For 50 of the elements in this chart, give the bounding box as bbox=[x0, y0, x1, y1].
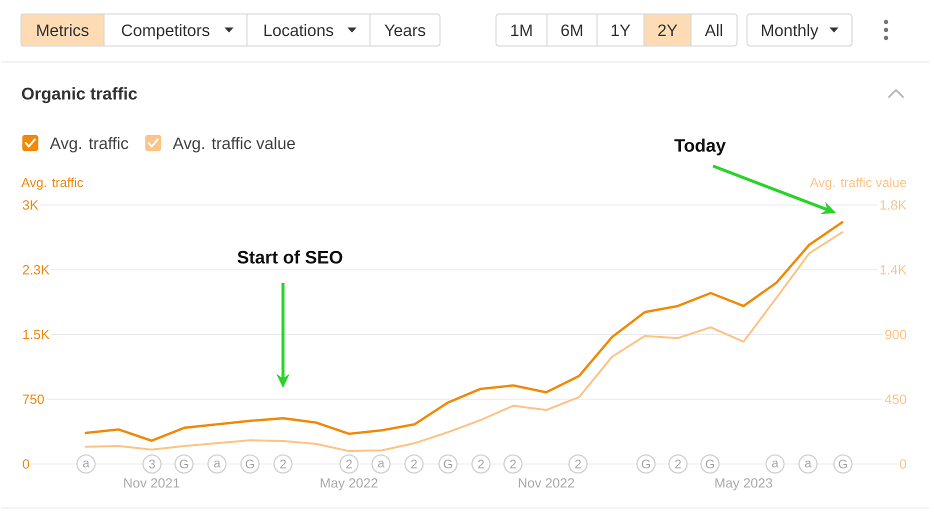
y2-tick-label: 0 bbox=[900, 459, 906, 469]
text: Metrics bbox=[37, 24, 88, 36]
annotation: G bbox=[180, 460, 188, 468]
annotation: G bbox=[642, 460, 650, 468]
x-tick-label: May 2023 bbox=[715, 478, 772, 490]
annotation: G bbox=[838, 460, 847, 468]
annotation: G bbox=[706, 460, 714, 468]
annotation: a bbox=[805, 460, 812, 468]
y-tick-label: 750 bbox=[22, 394, 44, 404]
annotation: 2 bbox=[675, 460, 681, 468]
annotation: a bbox=[378, 460, 384, 468]
annotation: 2 bbox=[575, 460, 581, 468]
annotation: a bbox=[83, 460, 90, 468]
y-tick-label: 2.3K bbox=[22, 265, 50, 274]
x-tick-label: Nov 2021 bbox=[124, 478, 180, 488]
text: 1Y bbox=[612, 24, 630, 36]
y2-tick-label: 900 bbox=[885, 330, 906, 340]
y-tick-label: 3K bbox=[22, 200, 38, 210]
y-tick-label: 1.5K bbox=[23, 330, 50, 340]
text: Locations bbox=[264, 24, 334, 36]
text: Competitors bbox=[122, 24, 210, 40]
annotation: 2 bbox=[510, 460, 516, 468]
text: Monthly bbox=[762, 24, 818, 40]
y2-tick-label: 1.8K bbox=[880, 200, 907, 210]
x-tick-label: Nov 2022 bbox=[518, 478, 574, 488]
legend-label: Avg. traffic value bbox=[172, 137, 295, 152]
text: All bbox=[704, 24, 722, 36]
text: 1M bbox=[511, 24, 532, 36]
annotation: 2 bbox=[346, 460, 352, 468]
annotation: 2 bbox=[478, 460, 484, 468]
text: Today bbox=[674, 138, 726, 156]
legend-label: Avg. traffic bbox=[50, 137, 128, 152]
y-tick-label: 0 bbox=[22, 459, 30, 469]
text: Years bbox=[384, 24, 426, 36]
y2-axis-title: Avg. traffic value bbox=[810, 178, 906, 190]
annotation: 2 bbox=[411, 460, 417, 468]
chart-title: Organic traffic bbox=[22, 87, 137, 104]
y2-tick-label: 1.4K bbox=[880, 265, 907, 274]
text: 6M bbox=[561, 24, 582, 36]
text: 2Y bbox=[658, 24, 678, 36]
y-axis-title: Avg. traffic bbox=[21, 178, 84, 190]
annotation: a bbox=[214, 460, 220, 468]
annotation: G bbox=[444, 460, 452, 468]
annotation: 3 bbox=[149, 460, 155, 468]
annotation: Start of SEO bbox=[238, 250, 342, 264]
annotation: G bbox=[246, 460, 254, 468]
y2-tick-label: 450 bbox=[884, 394, 906, 404]
x-tick-label: May 2022 bbox=[320, 478, 378, 490]
annotation: a bbox=[772, 460, 778, 468]
annotation: 2 bbox=[280, 460, 286, 468]
